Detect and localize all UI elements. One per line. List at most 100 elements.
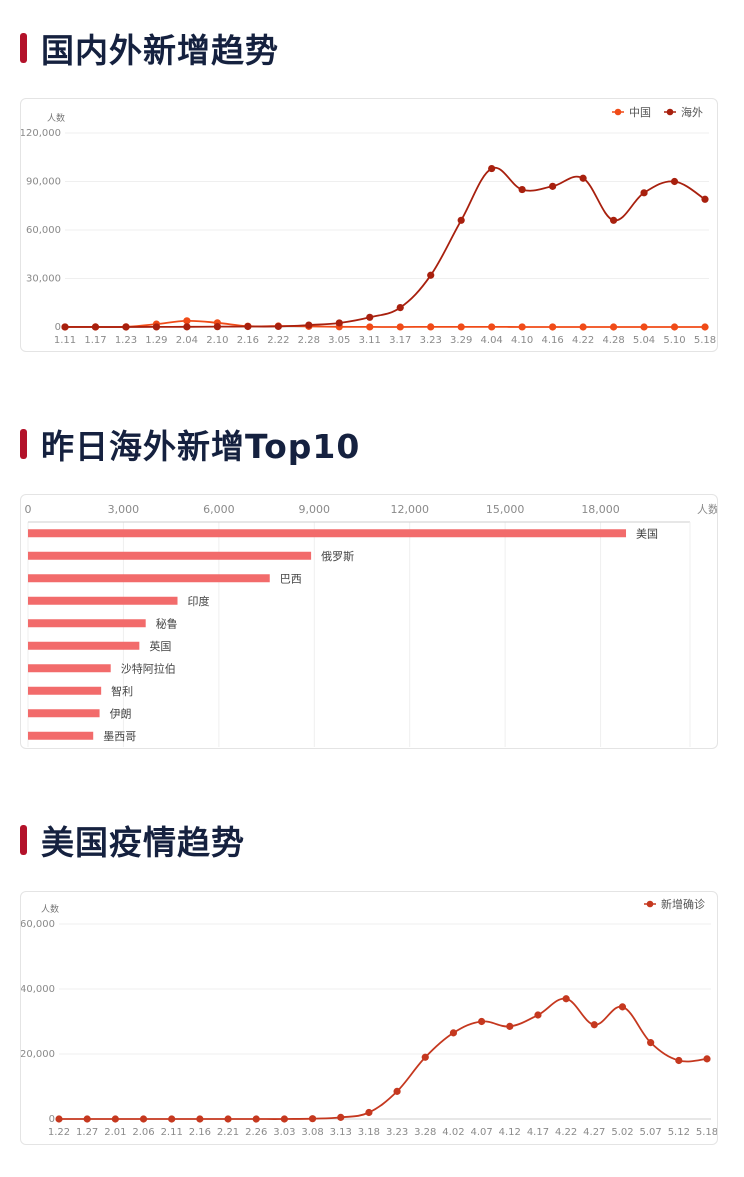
bar-label: 俄罗斯 [321, 550, 354, 563]
data-point [488, 164, 496, 173]
data-point [244, 322, 252, 331]
global-trend-chart[interactable]: 人数 0 30,000 60,000 90,000 120,000 1.11 1.17 1.23… [20, 99, 717, 351]
legend-marker [614, 108, 622, 116]
data-point [579, 323, 587, 331]
bar-label: 墨西哥 [103, 730, 136, 743]
data-point [488, 323, 496, 331]
data-point [518, 185, 526, 194]
data-point [670, 177, 679, 186]
x-tick-label: 2.22 [267, 335, 289, 346]
x-tick-label: 3.23 [386, 1127, 408, 1138]
x-tick-label: 4.02 [442, 1127, 464, 1138]
x-tick-label: 15,000 [486, 503, 525, 516]
title-accent-bar [20, 429, 27, 459]
x-tick-label: 1.27 [76, 1127, 98, 1138]
y-tick-label: 0 [55, 322, 61, 333]
bar [28, 686, 102, 695]
data-point [549, 182, 557, 190]
series-line-1 [58, 997, 708, 1120]
x-tick-label: 3.28 [414, 1127, 436, 1138]
y-tick-label: 60,000 [21, 919, 55, 930]
x-tick-label: 4.12 [499, 1127, 521, 1138]
data-point [478, 1017, 486, 1026]
chart-card-global-trend: 人数 0 30,000 60,000 90,000 120,000 1.11 1.17 1.23… [20, 98, 718, 352]
section-title-trend: 国内外新增趋势 [20, 26, 279, 70]
top10-bar-chart[interactable]: 0 3,000 6,000 9,000 12,000 15,000 18,000 人数美国俄罗… [21, 495, 719, 748]
data-point [335, 319, 343, 327]
x-tick-label: 2.26 [245, 1127, 267, 1138]
data-point [366, 323, 374, 331]
data-point [647, 1039, 655, 1047]
bar-label: 智利 [111, 684, 133, 698]
bar-label: 沙特阿拉伯 [121, 661, 176, 675]
x-tick-label: 2.06 [132, 1127, 154, 1138]
y-tick-label: 90,000 [26, 177, 61, 188]
bar [28, 731, 94, 740]
data-point [83, 1115, 91, 1123]
y-tick-label: 0 [49, 1114, 55, 1125]
title-accent-bar [20, 33, 27, 63]
y-tick-label: 20,000 [21, 1049, 55, 1060]
x-tick-label: 5.10 [663, 335, 685, 346]
bar-label: 美国 [636, 527, 658, 540]
data-point [609, 216, 618, 224]
legend-marker [646, 900, 654, 908]
bar [28, 596, 178, 605]
bar [28, 574, 270, 583]
series-line-1 [64, 319, 705, 328]
bar [28, 619, 146, 628]
section-title-text: 昨日海外新增Top10 [41, 427, 361, 466]
bar [28, 529, 627, 538]
y-axis-label: 人数 [47, 112, 65, 124]
data-point [224, 1115, 232, 1123]
data-point [91, 323, 100, 331]
x-tick-label: 1.11 [54, 335, 76, 346]
x-tick-label: 4.10 [511, 335, 533, 346]
x-tick-label: 4.22 [555, 1127, 577, 1138]
data-point [280, 1115, 288, 1123]
data-point [111, 1115, 119, 1123]
x-tick-label: 3.13 [330, 1127, 352, 1138]
data-point [274, 322, 282, 331]
x-tick-label: 1.29 [145, 335, 167, 346]
x-tick-label: 2.01 [104, 1127, 126, 1138]
y-axis-label: 人数 [41, 903, 59, 915]
section-title-top10: 昨日海外新增Top10 [20, 422, 360, 466]
bar [28, 551, 312, 560]
section-title-usa: 美国疫情趋势 [20, 818, 245, 862]
x-tick-label: 3.29 [450, 335, 472, 346]
data-point [640, 189, 648, 197]
x-tick-label: 2.10 [206, 335, 228, 346]
x-tick-label: 3.03 [273, 1127, 295, 1138]
x-tick-label: 3.18 [358, 1127, 380, 1138]
data-point [518, 323, 526, 331]
x-tick-label: 12,000 [390, 503, 429, 516]
data-point [562, 995, 570, 1003]
section-title-text: 美国疫情趋势 [41, 823, 245, 862]
usa-trend-chart[interactable]: 人数 0 20,000 40,000 60,000 1.22 1.27 2.01 2.06 2.1… [20, 892, 718, 1144]
data-point [427, 271, 435, 279]
bar-label: 印度 [188, 594, 210, 608]
data-point [579, 174, 587, 182]
x-tick-label: 3.11 [359, 335, 381, 346]
data-point [457, 323, 465, 331]
x-tick-label: 5.12 [668, 1127, 690, 1138]
x-tick-label: 4.16 [541, 335, 563, 346]
data-point [457, 216, 465, 224]
series-line-2 [65, 166, 706, 328]
x-tick-label: 4.27 [583, 1127, 605, 1138]
legend-label: 新增确诊 [661, 897, 705, 911]
x-tick-label: 1.17 [84, 335, 106, 346]
data-point [305, 321, 313, 329]
x-tick-label: 9,000 [299, 503, 331, 516]
x-tick-label: 4.17 [527, 1127, 549, 1138]
x-tick-label: 5.18 [694, 335, 716, 346]
data-point [618, 1003, 627, 1011]
x-tick-label: 4.28 [602, 335, 624, 346]
data-point [213, 323, 221, 331]
x-tick-label: 5.02 [611, 1127, 633, 1138]
data-point [701, 323, 709, 331]
x-tick-label: 5.04 [633, 335, 655, 346]
data-point [55, 1115, 63, 1123]
legend-label: 中国 [629, 106, 651, 119]
